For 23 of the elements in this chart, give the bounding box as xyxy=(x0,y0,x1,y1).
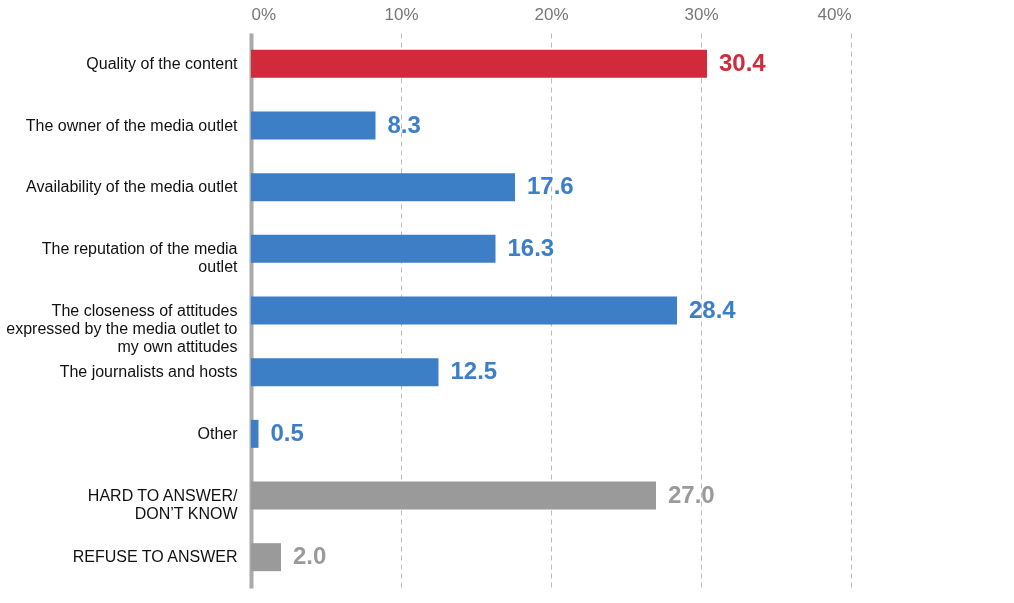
x-tick-label: 10% xyxy=(384,4,419,24)
x-tick-label: 30% xyxy=(684,4,719,24)
y-tick-label: The journalists and hosts xyxy=(59,363,238,381)
y-tick-label: The closeness of attitudes expressed by the media outlet to my own attitudes xyxy=(6,301,238,355)
x-tick-label: 40% xyxy=(817,4,852,24)
y-tick-label: REFUSE TO ANSWER xyxy=(72,548,238,566)
y-tick-label: The owner of the media outlet xyxy=(25,116,239,134)
x-tick-label: 0% xyxy=(251,4,277,24)
data-label: 16.3 xyxy=(507,233,555,261)
data-label: 30.4 xyxy=(719,48,767,76)
data-label: 12.5 xyxy=(450,357,498,385)
data-label: 27.0 xyxy=(668,480,715,508)
data-label: 8.3 xyxy=(387,110,421,138)
y-tick-label: Quality of the content xyxy=(86,54,239,72)
data-label: 2.0 xyxy=(293,542,327,570)
y-tick-label: HARD TO ANSWER/ DON’T KNOW xyxy=(87,486,239,522)
x-tick-label: 20% xyxy=(534,4,569,24)
data-label: 0.5 xyxy=(270,418,304,446)
data-label: 17.6 xyxy=(527,172,574,200)
y-tick-label: The reputation of the media outlet xyxy=(41,239,239,275)
y-tick-label: Other xyxy=(197,424,239,442)
y-tick-label: Availability of the media outlet xyxy=(26,178,239,196)
data-label: 28.4 xyxy=(689,295,737,323)
